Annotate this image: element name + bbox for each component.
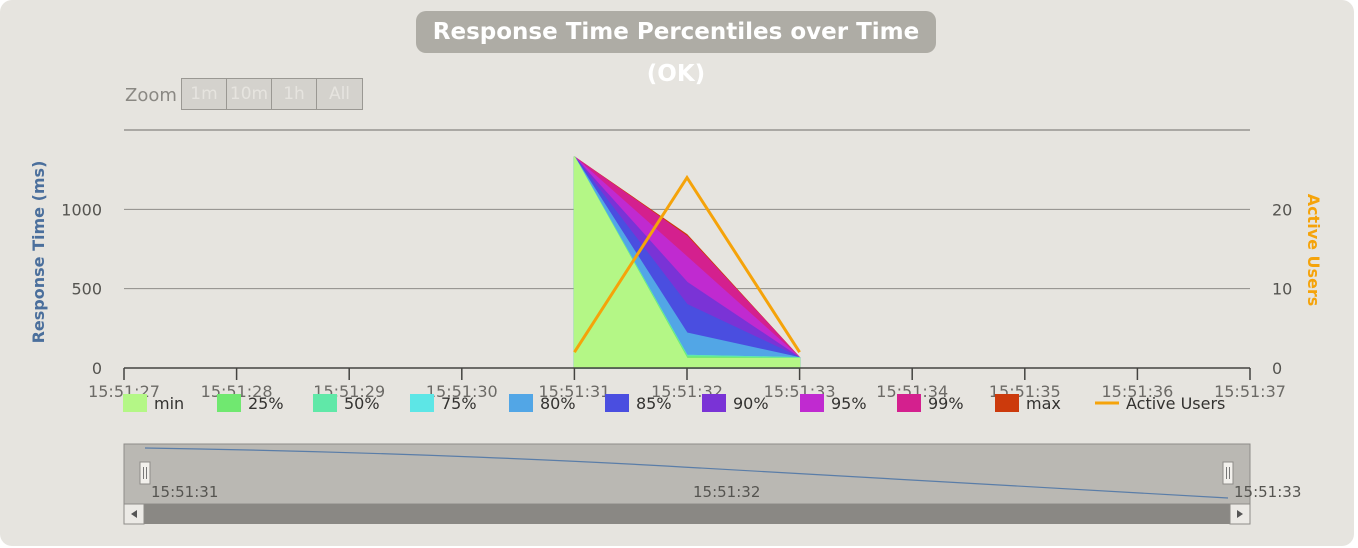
scrollbar-track[interactable] bbox=[124, 504, 1250, 524]
x-tick-label: 15:51:36 bbox=[1101, 382, 1173, 401]
legend-swatch bbox=[313, 394, 337, 412]
y-axis-title: Response Time (ms) bbox=[29, 161, 48, 344]
y2-axis-title: Active Users bbox=[1304, 194, 1323, 307]
navigator-handle[interactable] bbox=[1222, 461, 1234, 485]
legend-label: 85% bbox=[636, 394, 672, 413]
y2-tick-label: 10 bbox=[1272, 280, 1292, 299]
y2-tick-label: 0 bbox=[1272, 359, 1282, 378]
legend-swatch bbox=[605, 394, 629, 412]
navigator-window bbox=[123, 443, 1251, 505]
legend-label: 50% bbox=[344, 394, 380, 413]
legend-label: 25% bbox=[248, 394, 284, 413]
navigator-x-label: 15:51:32 bbox=[693, 483, 760, 501]
y2-tick-label: 20 bbox=[1272, 200, 1292, 219]
legend-label: Active Users bbox=[1126, 394, 1225, 413]
legend-label: 99% bbox=[928, 394, 964, 413]
legend-swatch bbox=[509, 394, 533, 412]
navigator-x-label: 15:51:31 bbox=[151, 483, 218, 501]
chevron-left-icon bbox=[131, 510, 137, 518]
legend-swatch bbox=[897, 394, 921, 412]
x-tick-label: 15:51:33 bbox=[764, 382, 836, 401]
zoom-1m-button[interactable]: 1m bbox=[182, 79, 227, 109]
zoom-all-button[interactable]: All bbox=[317, 79, 362, 109]
chart-title: Response Time Percentiles over Time (OK) bbox=[416, 11, 936, 87]
legend-swatch bbox=[702, 394, 726, 412]
zoom-10m-button[interactable]: 10m bbox=[227, 79, 272, 109]
legend-swatch bbox=[123, 394, 147, 412]
x-tick-label: 15:51:34 bbox=[876, 382, 948, 401]
x-tick-label: 15:51:30 bbox=[426, 382, 498, 401]
navigator-handle[interactable] bbox=[139, 461, 151, 485]
legend-swatch bbox=[410, 394, 434, 412]
zoom-1h-button[interactable]: 1h bbox=[272, 79, 317, 109]
zoom-label: Zoom bbox=[125, 85, 177, 106]
navigator-x-label: 15:51:33 bbox=[1234, 483, 1301, 501]
y-tick-label: 1000 bbox=[61, 200, 102, 219]
y-tick-label: 0 bbox=[92, 359, 102, 378]
zoom-buttons: 1m 10m 1h All bbox=[181, 78, 363, 110]
x-tick-label: 15:51:37 bbox=[1214, 382, 1286, 401]
legend-label: min bbox=[154, 394, 184, 413]
navigator-series bbox=[144, 447, 1229, 499]
legend-label: 95% bbox=[831, 394, 867, 413]
chevron-right-icon bbox=[1237, 510, 1243, 518]
active-users-line bbox=[573, 174, 801, 353]
legend-swatch bbox=[800, 394, 824, 412]
legend-label: max bbox=[1026, 394, 1061, 413]
legend-swatch bbox=[995, 394, 1019, 412]
legend-swatch bbox=[217, 394, 241, 412]
legend-label: 75% bbox=[441, 394, 477, 413]
legend-label: 80% bbox=[540, 394, 576, 413]
y-tick-label: 500 bbox=[71, 280, 102, 299]
legend-label: 90% bbox=[733, 394, 769, 413]
x-tick-label: 15:51:31 bbox=[538, 382, 610, 401]
